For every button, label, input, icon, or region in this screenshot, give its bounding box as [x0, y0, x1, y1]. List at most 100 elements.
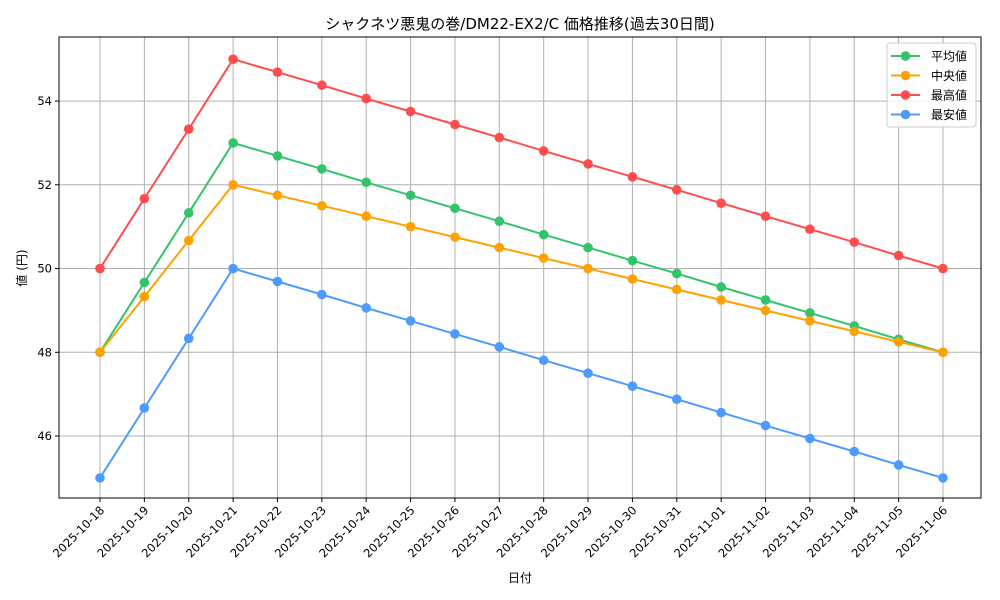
data-point-marker: [938, 347, 948, 358]
data-point-marker: [760, 211, 771, 222]
data-point-marker: [716, 295, 726, 305]
data-point-marker: [538, 253, 549, 263]
data-point-marker: [494, 216, 505, 227]
grid-lines: [59, 37, 981, 498]
data-point-marker: [228, 263, 238, 274]
data-point-marker: [671, 284, 682, 295]
data-point-marker: [405, 316, 416, 326]
data-point-marker: [228, 138, 238, 148]
data-point-marker: [805, 433, 815, 444]
series-path: [99, 141, 944, 354]
data-point-marker: [405, 106, 416, 117]
series-group: [95, 54, 948, 483]
data-point-marker: [139, 403, 150, 413]
data-point-marker: [627, 381, 638, 392]
data-point-marker: [849, 326, 860, 337]
y-tick-label: 46: [37, 429, 52, 443]
data-point-marker: [494, 132, 505, 143]
legend-marker-swatch: [900, 70, 911, 81]
legend-label: 平均値: [931, 49, 967, 64]
data-point-marker: [671, 394, 682, 404]
data-point-marker: [716, 407, 726, 418]
series-line: [95, 180, 948, 358]
x-axis-label: 日付: [508, 571, 532, 585]
data-point-marker: [228, 54, 238, 64]
chart-title: シャクネツ悪鬼の巻/DM22-EX2/C 価格推移(過去30日間): [325, 15, 714, 33]
data-point-marker: [317, 164, 327, 174]
legend-marker-swatch: [900, 90, 911, 100]
data-point-marker: [893, 460, 904, 470]
data-point-marker: [583, 368, 593, 379]
x-axis-ticks: 2025-10-182025-10-192025-10-202025-10-21…: [50, 498, 950, 560]
series-line: [95, 54, 948, 274]
data-point-marker: [450, 203, 460, 214]
y-tick-label: 50: [37, 262, 52, 276]
data-point-marker: [450, 119, 460, 130]
series-path: [99, 58, 944, 270]
data-point-marker: [361, 303, 372, 313]
data-point-marker: [849, 446, 860, 457]
data-point-marker: [139, 291, 150, 302]
data-point-marker: [893, 250, 904, 261]
data-point-marker: [317, 200, 327, 211]
data-point-marker: [805, 308, 815, 318]
data-point-marker: [760, 420, 771, 431]
data-point-marker: [272, 151, 283, 161]
data-point-marker: [538, 355, 549, 366]
data-point-marker: [938, 263, 948, 274]
data-point-marker: [361, 211, 372, 222]
data-point-marker: [716, 198, 726, 209]
data-point-marker: [538, 229, 549, 240]
data-point-marker: [494, 242, 505, 253]
legend-marker-swatch: [900, 109, 911, 120]
data-point-marker: [716, 282, 726, 292]
legend-box: [886, 42, 977, 128]
data-point-marker: [139, 193, 150, 204]
data-point-marker: [938, 473, 948, 483]
legend-marker-swatch: [900, 51, 911, 61]
data-point-marker: [317, 80, 327, 90]
data-point-marker: [760, 295, 771, 305]
data-point-marker: [183, 208, 194, 218]
data-point-marker: [450, 329, 460, 339]
data-point-marker: [361, 177, 372, 188]
data-point-marker: [405, 221, 416, 232]
y-axis-label: 値 (円): [14, 249, 29, 286]
data-point-marker: [760, 305, 771, 316]
y-axis-ticks: 46 48 50 52 54: [37, 94, 59, 443]
data-point-marker: [538, 146, 549, 156]
legend-item: 平均値: [891, 49, 967, 64]
data-point-marker: [183, 235, 194, 246]
legend-label: 最高値: [931, 88, 967, 103]
data-point-marker: [849, 237, 860, 247]
data-point-marker: [95, 473, 105, 483]
data-point-marker: [583, 159, 593, 169]
series-line: [95, 138, 948, 358]
data-point-marker: [361, 93, 372, 104]
data-point-marker: [95, 347, 105, 358]
data-point-marker: [317, 289, 327, 300]
data-point-marker: [671, 185, 682, 195]
series-line: [95, 263, 948, 483]
data-point-marker: [450, 232, 460, 242]
data-point-marker: [583, 263, 593, 274]
legend-item: 中央値: [891, 68, 967, 83]
data-point-marker: [183, 124, 194, 134]
legend-item: 最安値: [891, 107, 967, 122]
data-point-marker: [272, 276, 283, 287]
legend-label: 最安値: [931, 107, 967, 122]
data-point-marker: [272, 67, 283, 77]
data-point-marker: [183, 333, 194, 344]
plot-frame: [58, 36, 982, 499]
data-point-marker: [627, 172, 638, 182]
data-point-marker: [893, 337, 904, 347]
legend-item: 最高値: [891, 88, 967, 103]
data-point-marker: [627, 255, 638, 266]
series-path: [99, 183, 944, 354]
data-point-marker: [405, 190, 416, 201]
y-tick-label: 54: [37, 94, 52, 108]
data-point-marker: [671, 268, 682, 279]
legend-label: 中央値: [931, 68, 967, 83]
